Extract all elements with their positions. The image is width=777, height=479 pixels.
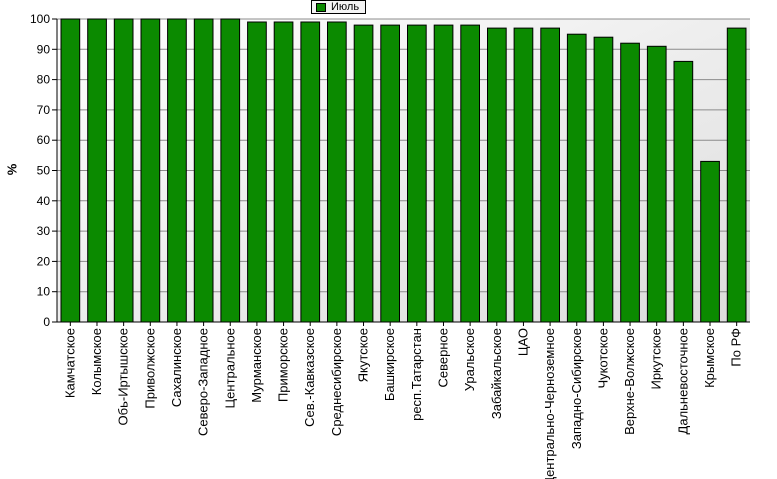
bar bbox=[620, 42, 640, 323]
y-tick-label: 10 bbox=[37, 285, 51, 299]
bar bbox=[726, 27, 747, 323]
x-tick-label: Центральное bbox=[222, 328, 237, 408]
x-tick-label: Северное bbox=[436, 328, 451, 387]
x-tick-label: Крымское bbox=[702, 328, 717, 388]
x-tick-label: респ.Татарстан bbox=[409, 328, 424, 421]
bar bbox=[487, 27, 507, 323]
bar bbox=[60, 18, 81, 323]
y-tick-label: 40 bbox=[37, 194, 51, 208]
x-tick-label: Сев.-Кавказское bbox=[302, 328, 317, 427]
bar bbox=[593, 36, 614, 323]
x-tick-label: Колымское bbox=[89, 328, 104, 395]
bar bbox=[407, 24, 427, 323]
x-tick-label: Камчатское bbox=[62, 328, 77, 398]
bar bbox=[300, 21, 321, 323]
x-tick-label: Забайкальское bbox=[489, 328, 504, 419]
bar bbox=[273, 21, 294, 323]
bar bbox=[87, 18, 107, 323]
legend-swatch bbox=[316, 2, 326, 12]
x-tick-label: Якутское bbox=[356, 328, 371, 382]
y-tick-label: 0 bbox=[43, 315, 50, 329]
y-tick-label: 20 bbox=[37, 254, 51, 268]
y-tick-label: 100 bbox=[30, 12, 50, 26]
x-tick-label: Чукотское bbox=[595, 328, 610, 389]
bar bbox=[167, 18, 187, 323]
x-tick-label: Приволжское bbox=[142, 328, 157, 409]
bar bbox=[380, 24, 400, 323]
bar bbox=[353, 24, 374, 323]
bar bbox=[193, 18, 214, 323]
x-tick-label: Обь-Иртышское bbox=[116, 328, 131, 425]
bar bbox=[700, 160, 720, 323]
x-tick-label: Иркутское bbox=[649, 328, 664, 390]
legend-label: Июль bbox=[331, 1, 360, 13]
x-tick-label: Центрально-Черноземное bbox=[542, 328, 557, 479]
x-tick-label: Западно-Сибирское bbox=[569, 328, 584, 449]
bar bbox=[513, 27, 534, 323]
x-tick-label: Уральское bbox=[462, 328, 477, 391]
y-tick-label: 70 bbox=[37, 103, 51, 117]
bar bbox=[140, 18, 161, 323]
bar bbox=[540, 27, 560, 323]
y-tick-label: 50 bbox=[37, 164, 51, 178]
x-tick-label: ЦАО bbox=[515, 328, 530, 356]
chart-legend: Июль bbox=[311, 0, 367, 14]
bar bbox=[460, 24, 480, 323]
x-tick-label: Дальневосточное bbox=[675, 328, 690, 434]
y-tick-label: 90 bbox=[37, 42, 51, 56]
x-tick-label: Среднесибирское bbox=[329, 328, 344, 436]
y-tick-label: 60 bbox=[37, 133, 51, 147]
x-tick-label: Приморское bbox=[276, 328, 291, 402]
bar bbox=[113, 18, 134, 323]
bar bbox=[247, 21, 267, 323]
bar bbox=[220, 18, 241, 323]
bar bbox=[566, 33, 587, 323]
x-tick-label: Верхне-Волжское bbox=[622, 328, 637, 435]
x-tick-label: Мурманское bbox=[249, 328, 264, 403]
x-tick-label: Северо-Западное bbox=[196, 328, 211, 436]
bar bbox=[327, 21, 347, 323]
bar bbox=[673, 60, 694, 323]
y-tick-label: 30 bbox=[37, 224, 51, 238]
x-tick-label: Башкирское bbox=[382, 328, 397, 401]
x-tick-label: Сахалинское bbox=[169, 328, 184, 407]
y-tick-label: 80 bbox=[37, 73, 51, 87]
x-tick-label: По РФ bbox=[729, 328, 744, 367]
bar bbox=[433, 24, 454, 323]
bar bbox=[646, 45, 667, 323]
